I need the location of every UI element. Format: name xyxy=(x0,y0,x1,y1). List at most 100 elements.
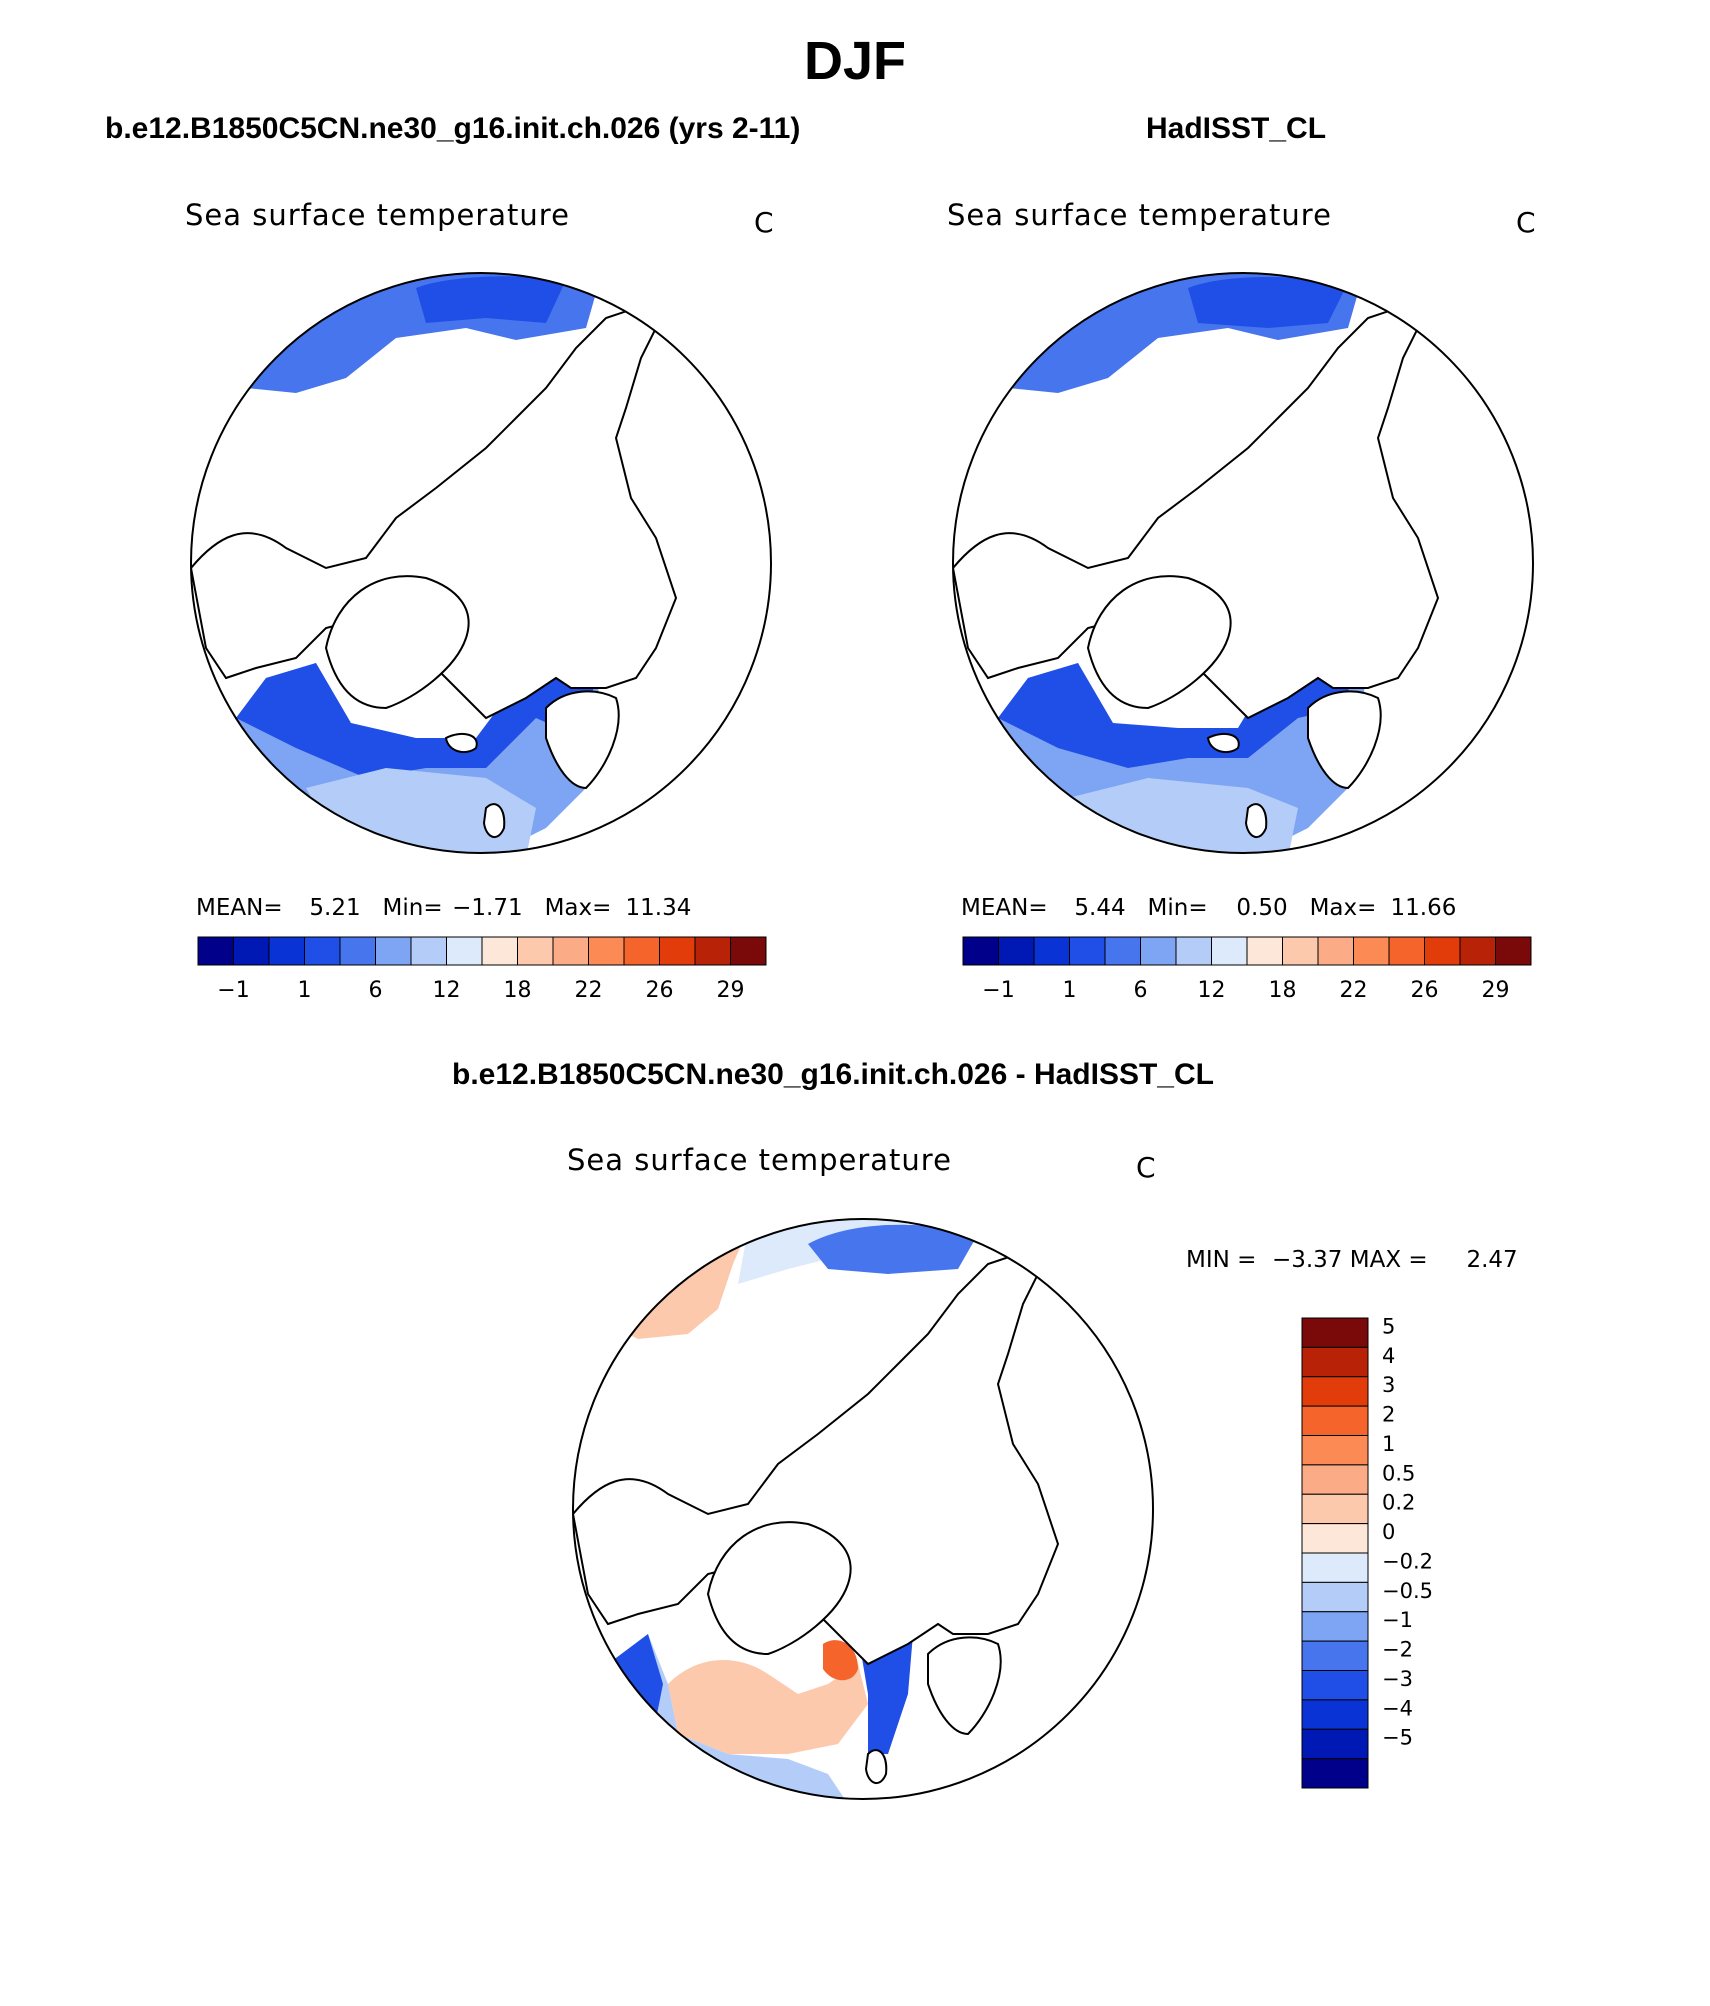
model-colorbar-swatch xyxy=(552,936,589,966)
diff-variable-label: Sea surface temperature xyxy=(567,1143,952,1177)
diff-bering-cool xyxy=(808,1224,978,1274)
obs-colorbar-swatch xyxy=(1140,936,1177,966)
obs-colorbar-swatch xyxy=(1424,936,1461,966)
diff-colorbar-tick-label: −3 xyxy=(1382,1667,1413,1691)
model-colorbar-tick-label: 29 xyxy=(717,978,745,1003)
obs-colorbar-tick-label: 1 xyxy=(1063,978,1077,1003)
obs-colorbar-swatch xyxy=(1353,936,1390,966)
model-colorbar-tick-label: 18 xyxy=(504,978,532,1003)
diff-colorbar-swatch xyxy=(1301,1317,1369,1348)
model-colorbar-tick-label: 1 xyxy=(298,978,312,1003)
diff-iceland-hot xyxy=(823,1640,858,1681)
obs-colorbar: −1 1 6 12 18 22 26 29 xyxy=(962,936,1532,1003)
model-greenland xyxy=(324,575,470,710)
obs-polar-map xyxy=(952,272,1534,854)
diff-colorbar-tick-label: −0.2 xyxy=(1382,1549,1433,1573)
model-colorbar-swatch xyxy=(481,936,518,966)
obs-variable-label: Sea surface temperature xyxy=(947,198,1332,232)
obs-colorbar-swatch xyxy=(1069,936,1106,966)
model-iceland xyxy=(444,732,478,754)
diff-colorbar-swatch xyxy=(1301,1728,1369,1760)
obs-colorbar-swatch xyxy=(1104,936,1141,966)
diff-colorbar-tick-label: −5 xyxy=(1382,1726,1413,1750)
diff-colorbar-swatch xyxy=(1301,1699,1369,1730)
model-colorbar-swatch xyxy=(623,936,660,966)
obs-colorbar-tick-label: 18 xyxy=(1269,978,1297,1003)
diff-colorbar-swatch xyxy=(1301,1346,1369,1378)
diff-colorbar-swatch xyxy=(1301,1581,1369,1613)
obs-colorbar-swatch xyxy=(1317,936,1354,966)
model-colorbar-tick-label: 22 xyxy=(575,978,603,1003)
obs-colorbar-tick-label: 6 xyxy=(1134,978,1148,1003)
model-panel-title: b.e12.B1850C5CN.ne30_g16.init.ch.026 (yr… xyxy=(105,112,801,145)
diff-colorbar-tick-label: 2 xyxy=(1382,1403,1395,1427)
diff-greenland xyxy=(706,1521,852,1656)
model-colorbar-swatch xyxy=(268,936,305,966)
obs-colorbar-swatch xyxy=(1246,936,1283,966)
model-bering-deep xyxy=(416,276,566,323)
model-colorbar-swatch xyxy=(588,936,625,966)
model-stats: MEAN= 5.21 Min= −1.71 Max= 11.34 xyxy=(196,895,692,921)
obs-colorbar-swatch xyxy=(1211,936,1248,966)
model-colorbar-swatch xyxy=(233,936,270,966)
diff-colorbar-swatch xyxy=(1301,1493,1369,1525)
model-colorbar-swatch xyxy=(730,936,767,966)
diff-colorbar-tick-label: −0.5 xyxy=(1382,1579,1433,1603)
diff-colorbar-swatch xyxy=(1301,1405,1369,1436)
model-colorbar-tick-label: 12 xyxy=(433,978,461,1003)
diff-colorbar-tick-label: 4 xyxy=(1382,1344,1395,1368)
diff-colorbar-swatch xyxy=(1301,1611,1369,1642)
diff-units-label: C xyxy=(1136,1151,1156,1184)
model-colorbar-swatch xyxy=(694,936,731,966)
diff-stats: MIN = −3.37 MAX = 2.47 xyxy=(1186,1247,1518,1273)
obs-colorbar-swatch xyxy=(1388,936,1425,966)
obs-british-isles xyxy=(1244,803,1268,838)
obs-iceland xyxy=(1206,732,1240,754)
obs-colorbar-tick-label: 29 xyxy=(1482,978,1510,1003)
obs-greenland xyxy=(1086,575,1232,710)
obs-units-label: C xyxy=(1516,206,1536,239)
diff-atlantic-warm xyxy=(668,1660,868,1754)
model-colorbar-swatch xyxy=(410,936,447,966)
diff-colorbar-swatch xyxy=(1301,1464,1369,1495)
model-labrador-deep xyxy=(236,663,596,778)
model-scandinavia xyxy=(545,690,620,790)
diff-colorbar-swatch xyxy=(1301,1523,1369,1554)
model-colorbar-tick-label: −1 xyxy=(217,978,249,1003)
diff-colorbar-tick-label: 0.2 xyxy=(1382,1491,1415,1515)
model-variable-label: Sea surface temperature xyxy=(185,198,570,232)
obs-colorbar-tick-label: 26 xyxy=(1411,978,1439,1003)
diff-colorbar-swatch xyxy=(1301,1435,1369,1466)
diff-polar-map xyxy=(572,1218,1154,1800)
model-colorbar-swatch xyxy=(304,936,341,966)
diff-colorbar-tick-label: 5 xyxy=(1382,1316,1395,1338)
obs-colorbar-swatch xyxy=(998,936,1035,966)
model-colorbar-swatch xyxy=(375,936,412,966)
diff-colorbar-tick-label: 1 xyxy=(1382,1432,1395,1456)
obs-colorbar-tick-label: −1 xyxy=(982,978,1014,1003)
model-colorbar-tick-label: 26 xyxy=(646,978,674,1003)
diff-colorbar-swatch xyxy=(1301,1758,1369,1789)
model-colorbar: −1 1 6 12 18 22 26 29 xyxy=(197,936,767,1003)
obs-colorbar-tick-label: 22 xyxy=(1340,978,1368,1003)
obs-scandinavia xyxy=(1307,690,1382,790)
model-colorbar-swatch xyxy=(517,936,554,966)
obs-colorbar-swatch xyxy=(1282,936,1319,966)
obs-colorbar-swatch xyxy=(962,936,999,966)
model-colorbar-swatch xyxy=(659,936,696,966)
model-british-isles xyxy=(482,803,506,838)
diff-colorbar-tick-label: 0 xyxy=(1382,1520,1395,1544)
model-colorbar-tick-label: 6 xyxy=(369,978,383,1003)
diff-colorbar-tick-label: −1 xyxy=(1382,1608,1413,1632)
obs-colorbar-swatch xyxy=(1175,936,1212,966)
diff-colorbar-tick-label: −4 xyxy=(1382,1696,1413,1720)
obs-labrador-deep xyxy=(998,623,1358,768)
model-colorbar-swatch xyxy=(197,936,234,966)
diff-colorbar-swatch xyxy=(1301,1640,1369,1671)
figure-title: DJF xyxy=(803,31,906,91)
diff-colorbar-swatch xyxy=(1301,1376,1369,1407)
obs-colorbar-swatch xyxy=(1033,936,1070,966)
diff-panel-title: b.e12.B1850C5CN.ne30_g16.init.ch.026 - H… xyxy=(452,1058,1214,1091)
diff-british-isles xyxy=(864,1749,888,1784)
diff-colorbar-tick-label: 3 xyxy=(1382,1373,1395,1397)
